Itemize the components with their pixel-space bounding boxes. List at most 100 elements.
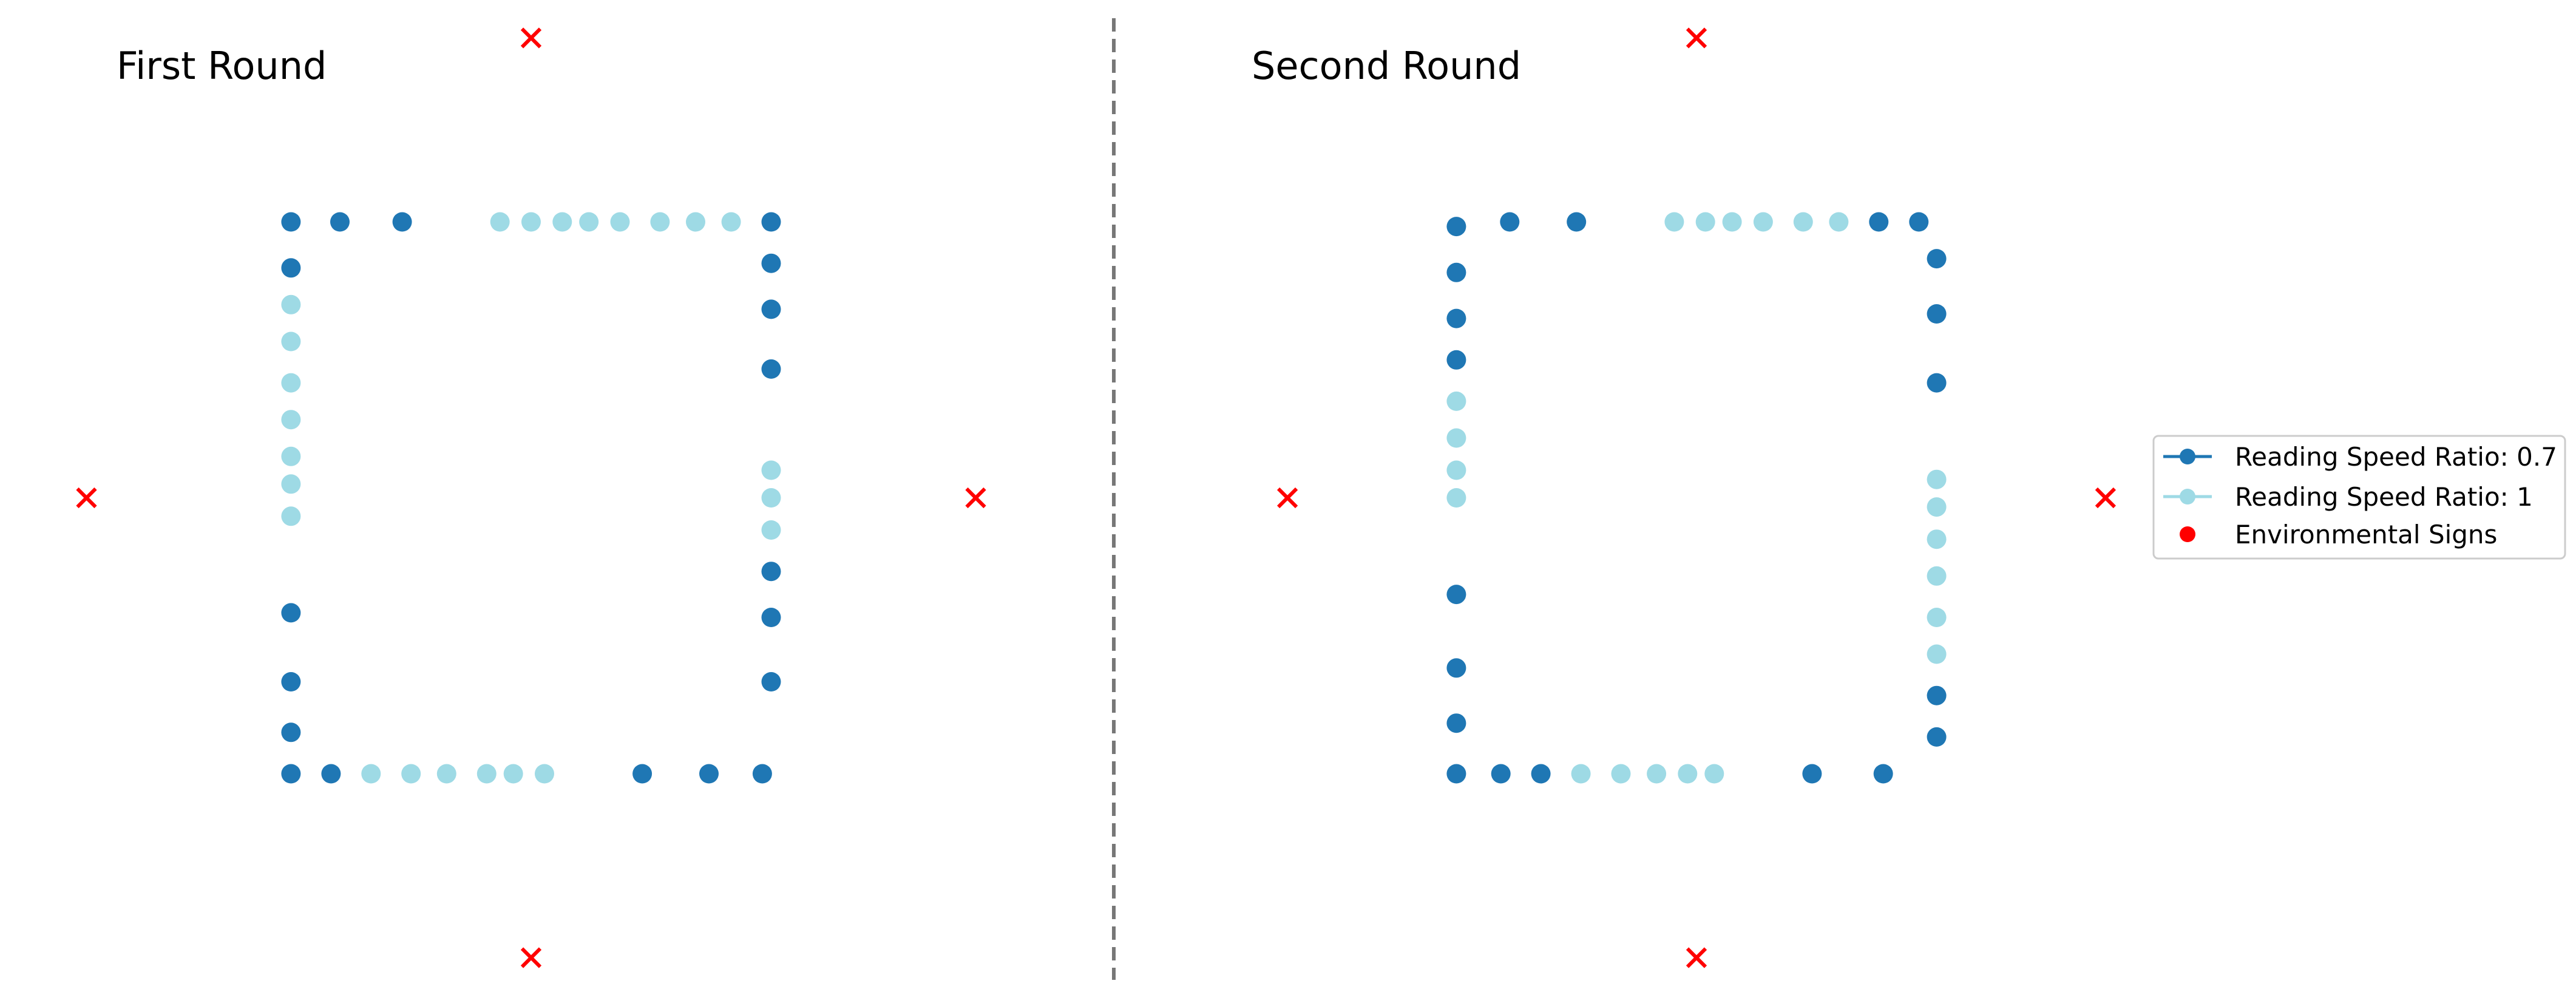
point-ratio-1-first-round-22 — [281, 294, 301, 314]
environmental-sign-second-round-1 — [1276, 487, 1298, 509]
point-ratio-1-second-round-14 — [1927, 469, 1947, 489]
environmental-sign-first-round-0 — [520, 27, 542, 49]
point-ratio-1-second-round-18 — [1927, 608, 1947, 627]
legend-marker-ratio-0-7 — [2180, 449, 2195, 464]
point-ratio-1-second-round-35 — [1571, 764, 1591, 784]
point-ratio-1-second-round-26 — [1446, 428, 1466, 448]
point-ratio-0-7-second-round-24 — [1446, 350, 1466, 370]
point-ratio-0-7-second-round-33 — [1491, 764, 1511, 784]
point-ratio-0-7-second-round-31 — [1446, 713, 1466, 733]
point-ratio-0-7-second-round-29 — [1446, 585, 1466, 605]
point-ratio-0-7-first-round-30 — [281, 672, 301, 691]
point-ratio-1-first-round-35 — [401, 764, 421, 784]
point-ratio-1-second-round-36 — [1611, 764, 1631, 784]
legend-entry-ratio-1: Reading Speed Ratio: 1 — [2163, 482, 2533, 512]
point-ratio-1-first-round-28 — [281, 506, 301, 526]
point-ratio-0-7-first-round-31 — [281, 722, 301, 742]
legend-label-environmental-signs: Environmental Signs — [2235, 520, 2497, 549]
environmental-sign-second-round-0 — [1686, 27, 1707, 49]
point-ratio-1-first-round-4 — [521, 212, 541, 232]
point-ratio-1-first-round-16 — [761, 488, 781, 508]
legend-frame — [2152, 435, 2566, 560]
point-ratio-0-7-second-round-0 — [1446, 217, 1466, 237]
point-ratio-0-7-second-round-21 — [1927, 727, 1947, 747]
point-ratio-1-first-round-23 — [281, 331, 301, 352]
point-ratio-0-7-first-round-13 — [761, 299, 781, 319]
point-ratio-1-first-round-39 — [535, 764, 554, 784]
point-ratio-1-first-round-3 — [490, 212, 510, 232]
point-ratio-0-7-second-round-20 — [1927, 685, 1947, 705]
point-ratio-1-first-round-34 — [361, 764, 381, 784]
environmental-sign-second-round-3 — [1686, 947, 1707, 968]
point-ratio-0-7-first-round-42 — [752, 764, 772, 784]
point-ratio-1-second-round-17 — [1927, 566, 1947, 586]
point-ratio-1-first-round-17 — [761, 520, 781, 540]
point-ratio-0-7-second-round-30 — [1446, 658, 1466, 678]
point-ratio-0-7-second-round-34 — [1531, 764, 1551, 784]
point-ratio-0-7-second-round-23 — [1446, 308, 1466, 328]
point-ratio-1-second-round-4 — [1695, 212, 1715, 232]
point-ratio-1-second-round-15 — [1927, 497, 1947, 517]
signs-layer-first-round — [76, 27, 986, 968]
point-ratio-1-first-round-9 — [686, 212, 705, 232]
point-ratio-0-7-second-round-13 — [1927, 373, 1947, 393]
points-layer-second-round — [1446, 212, 1947, 784]
point-ratio-0-7-first-round-0 — [281, 212, 301, 232]
environmental-sign-second-round-2 — [2095, 487, 2117, 509]
point-ratio-0-7-first-round-40 — [632, 764, 652, 784]
point-ratio-0-7-first-round-21 — [281, 258, 301, 278]
point-ratio-0-7-first-round-2 — [392, 212, 412, 232]
point-ratio-1-second-round-25 — [1446, 391, 1466, 411]
point-ratio-1-first-round-37 — [476, 764, 497, 784]
point-ratio-0-7-first-round-33 — [321, 764, 341, 784]
legend-entry-environmental-signs: Environmental Signs — [2180, 520, 2497, 549]
point-ratio-1-second-round-27 — [1446, 460, 1466, 480]
legend-marker-environmental-signs — [2180, 526, 2195, 542]
point-ratio-0-7-first-round-41 — [699, 764, 719, 784]
point-ratio-0-7-first-round-11 — [761, 212, 781, 232]
panel-first-round: First Round — [76, 27, 986, 968]
point-ratio-0-7-second-round-9 — [1869, 212, 1889, 232]
panel-second-round: Second Round — [1252, 27, 2117, 968]
point-ratio-1-second-round-8 — [1829, 212, 1849, 232]
point-ratio-0-7-second-round-22 — [1446, 262, 1466, 282]
point-ratio-1-first-round-5 — [552, 212, 572, 232]
point-ratio-1-first-round-27 — [281, 474, 301, 494]
point-ratio-1-second-round-7 — [1793, 212, 1813, 232]
point-ratio-1-first-round-36 — [436, 764, 456, 784]
point-ratio-0-7-first-round-1 — [330, 212, 350, 232]
legend: Reading Speed Ratio: 0.7 Reading Speed R… — [2152, 435, 2566, 560]
point-ratio-1-first-round-8 — [650, 212, 670, 232]
panel-title-first-round: First Round — [117, 44, 327, 88]
point-ratio-1-second-round-38 — [1678, 764, 1698, 784]
signs-layer-second-round — [1276, 27, 2117, 968]
point-ratio-0-7-second-round-32 — [1446, 764, 1466, 784]
panel-title-second-round: Second Round — [1252, 44, 1521, 88]
point-ratio-1-second-round-37 — [1647, 764, 1667, 784]
point-ratio-0-7-first-round-18 — [761, 562, 781, 582]
legend-label-ratio-0-7: Reading Speed Ratio: 0.7 — [2235, 442, 2557, 472]
point-ratio-1-first-round-7 — [610, 212, 630, 232]
point-ratio-1-second-round-3 — [1664, 212, 1684, 232]
point-ratio-1-first-round-24 — [281, 373, 301, 393]
environmental-sign-first-round-3 — [520, 947, 542, 968]
legend-marker-ratio-1 — [2180, 489, 2195, 504]
point-ratio-1-first-round-25 — [281, 410, 301, 430]
point-ratio-1-second-round-28 — [1446, 488, 1466, 508]
point-ratio-1-second-round-39 — [1704, 764, 1724, 784]
point-ratio-0-7-first-round-19 — [761, 608, 781, 627]
point-ratio-1-second-round-16 — [1927, 529, 1947, 549]
point-ratio-0-7-first-round-32 — [281, 764, 301, 784]
point-ratio-1-first-round-15 — [761, 460, 781, 480]
point-ratio-0-7-second-round-11 — [1927, 249, 1947, 269]
point-ratio-0-7-second-round-10 — [1909, 212, 1929, 232]
point-ratio-0-7-second-round-12 — [1927, 304, 1947, 324]
points-layer-first-round — [281, 212, 781, 784]
legend-label-ratio-1: Reading Speed Ratio: 1 — [2235, 482, 2533, 512]
point-ratio-0-7-first-round-14 — [761, 359, 781, 379]
point-ratio-1-first-round-10 — [721, 212, 741, 232]
point-ratio-0-7-first-round-29 — [281, 603, 301, 623]
point-ratio-1-first-round-26 — [281, 446, 301, 466]
point-ratio-0-7-second-round-40 — [1802, 764, 1822, 784]
point-ratio-0-7-second-round-41 — [1873, 764, 1893, 784]
